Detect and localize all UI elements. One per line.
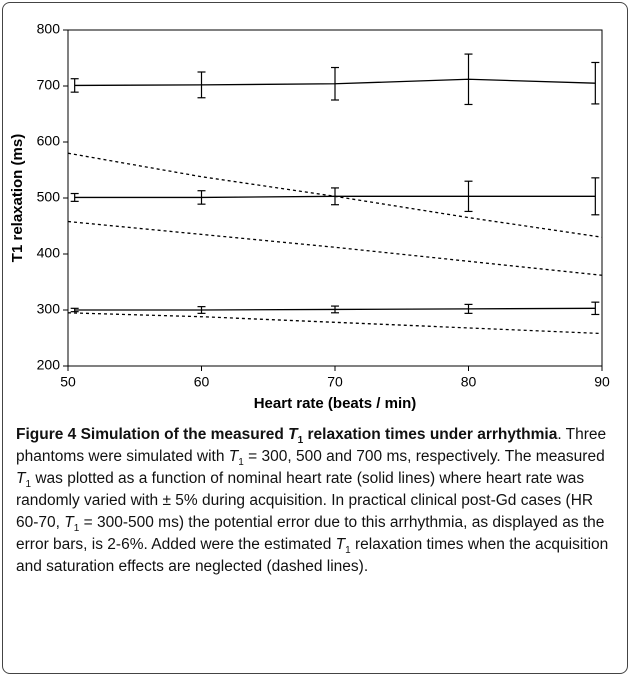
y-tick-label: 200 [37,357,61,373]
y-tick-label: 700 [37,77,61,93]
figure-frame [2,2,628,674]
series-line [67,312,603,335]
y-tick-label: 400 [37,245,61,261]
caption-text: was plotted as a function of nominal hea… [16,470,594,531]
error-bar [591,61,600,105]
error-bar [70,307,79,313]
error-bar [70,78,79,93]
error-bar [464,303,473,314]
caption: Figure 4 Simulation of the measured T1 r… [16,424,618,578]
y-tick-label: 500 [37,189,61,205]
y-tick-label: 600 [37,133,61,149]
x-tick-label: 60 [194,374,210,390]
error-bar [197,306,206,314]
caption-text: 1 [345,545,351,557]
caption-text: relaxation times under arrhythmia [303,426,558,443]
x-tick-label: 70 [327,374,343,390]
x-tick-label: 50 [60,374,76,390]
error-bar [464,180,473,213]
error-bar [331,66,339,101]
caption-text: 1 [25,479,32,491]
caption-text: T [335,536,346,553]
y-tick-label: 300 [37,301,61,317]
x-tick-label: 80 [461,374,477,390]
chart: Heart rate (beats / min) T1 relaxation (… [9,21,610,412]
error-bar [197,71,206,99]
error-bar [591,301,600,316]
caption-text: 1 [73,523,80,535]
x-axis-label: Heart rate (beats / min) [254,395,417,412]
error-bar [197,190,206,205]
caption-text: . Three phantoms were simulated with [16,426,607,465]
x-tick-label: 90 [594,374,610,390]
y-tick-label: 800 [37,21,61,37]
caption-text: Figure 4 Simulation of the measured [16,426,289,443]
caption-text: = 300, 500 and 700 ms, respectively. The… [243,448,605,465]
error-bar [591,177,600,216]
error-bar [331,305,339,314]
caption-text: 1 [238,457,244,469]
caption-text: T [288,426,298,443]
series-line [67,220,603,276]
caption-text: = 300-500 ms) the potential error due to… [16,514,605,553]
caption-text: relaxation times when the acquisition an… [16,536,609,575]
caption-text: T [16,470,26,487]
y-axis-label: T1 relaxation (ms) [9,134,26,262]
caption-text: T [228,448,239,465]
error-bar [70,192,79,202]
caption-text: T [64,514,74,531]
series-line [67,152,603,238]
caption-text: 1 [297,435,304,447]
error-bar [464,53,473,106]
